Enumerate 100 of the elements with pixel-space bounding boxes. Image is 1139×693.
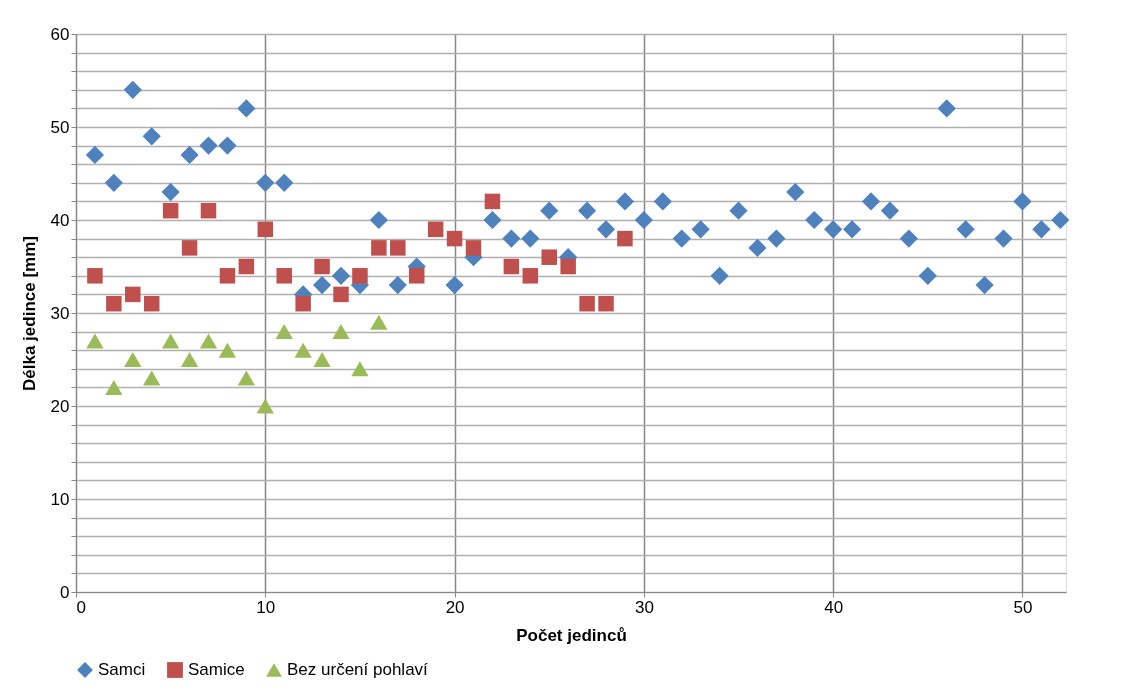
- point: [256, 398, 274, 414]
- point: [541, 249, 557, 265]
- point: [540, 201, 559, 220]
- point: [786, 183, 805, 202]
- point: [465, 240, 482, 256]
- point: [85, 145, 105, 164]
- point: [994, 229, 1013, 248]
- point: [899, 229, 918, 248]
- point: [106, 295, 122, 312]
- point: [162, 202, 179, 219]
- y-tick-label: 50: [50, 117, 70, 137]
- point: [105, 379, 123, 395]
- point: [672, 229, 691, 248]
- point: [370, 314, 388, 330]
- point: [615, 192, 635, 211]
- x-axis-title: Počet jedinců: [516, 625, 627, 645]
- point: [295, 295, 311, 312]
- point: [1032, 220, 1051, 239]
- point: [180, 145, 199, 164]
- point: [237, 370, 256, 386]
- point: [369, 210, 388, 230]
- point: [275, 173, 294, 192]
- point: [975, 276, 994, 295]
- point: [388, 276, 407, 295]
- y-tick-label: 60: [50, 24, 70, 44]
- x-tick-label: 10: [256, 597, 276, 617]
- legend-label: Samice: [188, 660, 245, 679]
- point: [104, 173, 123, 192]
- point: [314, 258, 330, 275]
- point: [218, 342, 237, 358]
- point: [199, 333, 218, 349]
- point: [180, 352, 199, 367]
- x-tick-label: 50: [1013, 597, 1033, 617]
- point: [256, 173, 275, 192]
- point: [124, 352, 142, 367]
- x-tick-label: 30: [634, 597, 654, 617]
- point: [446, 230, 463, 247]
- point: [332, 324, 350, 340]
- x-tick-label: 40: [824, 597, 844, 617]
- point: [861, 192, 881, 211]
- point: [331, 266, 351, 285]
- point: [634, 210, 653, 230]
- point: [617, 230, 633, 247]
- point: [143, 295, 160, 312]
- point: [181, 240, 198, 256]
- point: [503, 258, 520, 275]
- point: [219, 268, 236, 284]
- point: [484, 193, 501, 210]
- point: [560, 258, 576, 275]
- point: [276, 268, 292, 284]
- point: [1013, 192, 1032, 211]
- point: [880, 201, 900, 220]
- point: [313, 352, 331, 367]
- point: [199, 136, 218, 155]
- point: [371, 240, 387, 256]
- point: [483, 210, 502, 230]
- y-tick-label: 40: [50, 210, 70, 230]
- point: [843, 220, 862, 239]
- point: [824, 220, 843, 239]
- point: [805, 210, 824, 230]
- point: [237, 99, 256, 118]
- point: [257, 221, 274, 238]
- point: [596, 220, 616, 239]
- point: [598, 295, 614, 312]
- point: [767, 229, 786, 248]
- point: [748, 238, 767, 257]
- point: [579, 295, 595, 312]
- point: [142, 127, 161, 146]
- point: [238, 258, 255, 275]
- legend-label: Samci: [98, 660, 146, 679]
- point: [710, 266, 729, 285]
- point: [294, 342, 312, 358]
- y-tick-label: 10: [50, 489, 70, 509]
- point: [937, 99, 956, 118]
- point: [578, 201, 597, 220]
- x-tick-label: 0: [76, 597, 86, 617]
- point: [502, 229, 521, 248]
- x-tick-label: 20: [445, 597, 465, 617]
- point: [918, 266, 937, 285]
- point: [125, 286, 141, 303]
- point: [1051, 210, 1070, 230]
- point: [956, 220, 975, 239]
- point: [352, 268, 368, 284]
- point: [691, 220, 710, 239]
- y-axis-title: Délka jedince [mm]: [19, 236, 39, 391]
- point: [427, 221, 444, 238]
- point: [218, 136, 237, 155]
- point: [275, 324, 293, 340]
- y-tick-label: 20: [50, 396, 70, 416]
- point: [313, 276, 332, 295]
- point: [653, 192, 672, 211]
- point: [729, 201, 748, 220]
- point: [86, 333, 104, 349]
- y-tick-label: 30: [50, 303, 70, 323]
- point: [521, 229, 540, 248]
- point: [390, 240, 406, 256]
- point: [143, 370, 161, 386]
- point: [87, 268, 103, 284]
- point: [161, 183, 180, 202]
- y-tick-label: 0: [60, 582, 70, 602]
